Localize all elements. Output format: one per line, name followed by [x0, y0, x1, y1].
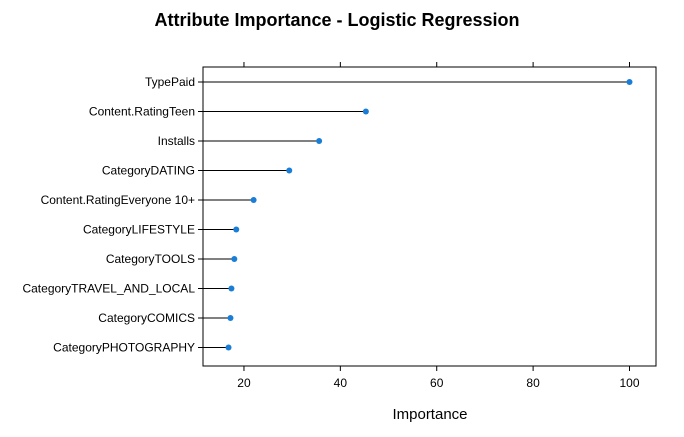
plot-frame: [202, 66, 657, 367]
y-tick-label: CategoryTRAVEL_AND_LOCAL: [22, 282, 195, 296]
y-tick-label: Installs: [158, 134, 195, 148]
x-tick-label: 100: [619, 376, 639, 390]
y-tick-label: CategoryDATING: [102, 164, 195, 178]
importance-point: [626, 79, 633, 85]
x-tick-label: 20: [237, 376, 251, 390]
importance-point: [233, 226, 240, 233]
x-axis-title: Importance: [392, 406, 467, 423]
y-tick-label: CategoryPHOTOGRAPHY: [53, 341, 195, 355]
y-tick-label: CategoryLIFESTYLE: [83, 223, 195, 237]
y-tick-label: CategoryCOMICS: [98, 311, 195, 325]
y-tick-label: Content.RatingEveryone 10+: [41, 193, 195, 207]
importance-point: [316, 138, 323, 144]
importance-point: [362, 108, 369, 115]
x-tick-label: 80: [526, 376, 540, 390]
importance-point: [231, 256, 238, 262]
plot-area: 20 40 60 80 100 TypePaid Content.RatingTeen Ins…: [22, 62, 657, 390]
importance-point: [250, 197, 257, 203]
x-tick-label: 60: [430, 376, 444, 390]
y-tick-label: Content.RatingTeen: [89, 105, 195, 119]
importance-point: [228, 285, 235, 292]
x-tick-label: 40: [334, 376, 348, 390]
importance-point: [227, 315, 234, 321]
y-tick-label: TypePaid: [145, 75, 195, 89]
importance-point: [286, 167, 293, 174]
y-tick-label: CategoryTOOLS: [106, 252, 195, 266]
importance-point: [225, 344, 232, 351]
chart-title: Attribute Importance - Logistic Regressi…: [154, 10, 519, 30]
